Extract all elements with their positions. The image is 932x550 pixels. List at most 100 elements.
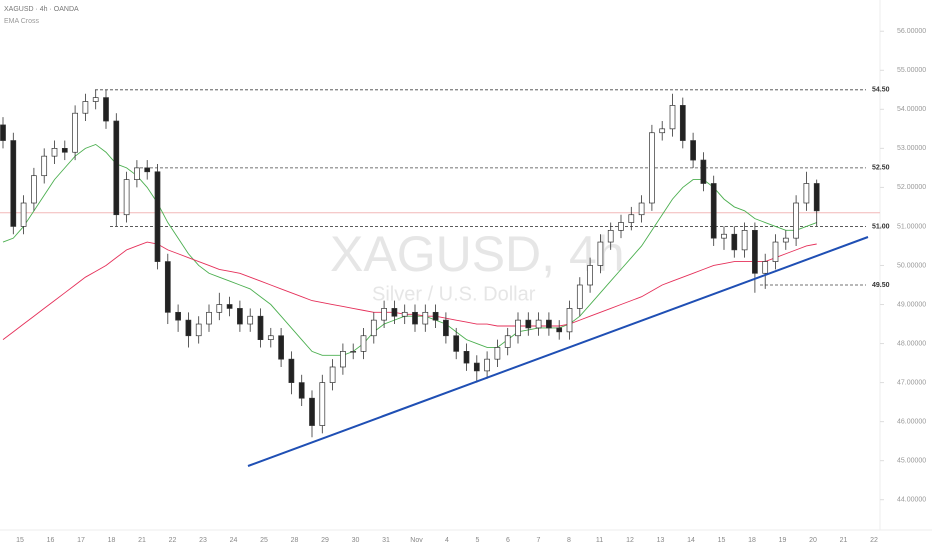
candle-body bbox=[31, 175, 37, 204]
x-tick-label: 6 bbox=[506, 537, 510, 544]
x-tick-label: 14 bbox=[687, 537, 695, 544]
candle-body bbox=[782, 237, 789, 243]
y-tick-label: 46.00000 bbox=[897, 418, 926, 425]
candle-body bbox=[813, 183, 820, 212]
candle-body bbox=[576, 284, 583, 309]
candle-body bbox=[206, 311, 212, 325]
y-tick-label: 51.00000 bbox=[897, 223, 926, 230]
candle-body bbox=[762, 261, 769, 274]
candle-body bbox=[144, 167, 151, 173]
candle-body bbox=[556, 327, 563, 333]
candle-body bbox=[546, 319, 552, 329]
candle-body bbox=[175, 311, 181, 321]
x-tick-label: 21 bbox=[840, 537, 848, 544]
candle-body bbox=[710, 183, 717, 239]
candle-body bbox=[195, 323, 202, 337]
candle-body bbox=[226, 304, 233, 309]
x-tick-label: 5 bbox=[476, 537, 480, 544]
candle-body bbox=[432, 311, 439, 321]
indicator-label: EMA Cross bbox=[4, 18, 40, 25]
candle-body bbox=[535, 319, 542, 329]
y-tick-label: 45.00000 bbox=[897, 458, 926, 465]
candle-body bbox=[566, 308, 573, 333]
x-tick-label: 19 bbox=[779, 537, 787, 544]
candle-body bbox=[41, 155, 48, 177]
candle-body bbox=[649, 132, 655, 204]
x-tick-label: 20 bbox=[809, 537, 817, 544]
candle-body bbox=[752, 229, 758, 274]
candle-body bbox=[803, 183, 810, 204]
candle-body bbox=[319, 382, 326, 426]
candle-body bbox=[154, 171, 161, 262]
x-tick-label: 18 bbox=[108, 537, 116, 544]
candle-body bbox=[401, 311, 408, 317]
ema-line bbox=[2, 241, 817, 341]
candle-body bbox=[772, 241, 779, 262]
candle-body bbox=[463, 351, 470, 364]
candle-body bbox=[412, 311, 418, 325]
candle-body bbox=[453, 335, 460, 352]
candle-body bbox=[267, 335, 274, 341]
candle-body bbox=[237, 308, 243, 325]
candle-body bbox=[597, 241, 604, 266]
candle-body bbox=[10, 140, 17, 227]
level-label: 52.50 bbox=[872, 165, 890, 172]
x-tick-label: 15 bbox=[16, 537, 24, 544]
candle-body bbox=[51, 148, 58, 157]
candle-body bbox=[309, 397, 315, 426]
x-tick-label: 22 bbox=[169, 537, 177, 544]
x-tick-label: 24 bbox=[230, 537, 238, 544]
y-tick-label: 47.00000 bbox=[897, 379, 926, 386]
x-tick-label: 25 bbox=[260, 537, 268, 544]
x-tick-label: 16 bbox=[47, 537, 55, 544]
candle-body bbox=[607, 229, 614, 243]
candle-body bbox=[690, 140, 696, 161]
candle-body bbox=[381, 308, 387, 321]
trendline bbox=[247, 236, 869, 467]
candle-body bbox=[329, 366, 336, 383]
level-label: 49.50 bbox=[872, 282, 890, 289]
candle-body bbox=[340, 351, 346, 368]
candle-body bbox=[700, 159, 707, 184]
x-tick-label: 29 bbox=[321, 537, 329, 544]
candle-body bbox=[185, 319, 192, 337]
candle-body bbox=[659, 128, 666, 134]
y-tick-label: 50.00000 bbox=[897, 262, 926, 269]
candle-body bbox=[793, 202, 799, 239]
watermark-title: XAGUSD, 4h bbox=[330, 226, 625, 282]
candle-body bbox=[473, 362, 480, 372]
symbol-label: XAGUSD · 4h · OANDA bbox=[4, 6, 79, 13]
candle-body bbox=[123, 179, 130, 216]
candle-body bbox=[82, 101, 89, 114]
candle-body bbox=[515, 319, 521, 337]
candle-body bbox=[288, 358, 295, 383]
candle-body bbox=[360, 335, 367, 352]
x-tick-label: 12 bbox=[626, 537, 634, 544]
candle-body bbox=[20, 202, 27, 227]
candle-body bbox=[618, 222, 624, 231]
x-tick-label: Nov bbox=[410, 537, 423, 544]
candle-body bbox=[494, 347, 501, 360]
watermark-subtitle: Silver / U.S. Dollar bbox=[372, 283, 536, 305]
y-tick-label: 54.00000 bbox=[897, 106, 926, 113]
x-tick-label: 31 bbox=[382, 537, 390, 544]
candle-body bbox=[103, 97, 109, 122]
level-label: 51.00 bbox=[872, 223, 890, 230]
x-tick-label: 21 bbox=[138, 537, 146, 544]
candle-body bbox=[298, 382, 305, 399]
candle-body bbox=[247, 315, 254, 325]
candle-body bbox=[669, 105, 676, 130]
x-tick-label: 15 bbox=[718, 537, 726, 544]
y-tick-label: 44.00000 bbox=[897, 497, 926, 504]
candle-body bbox=[370, 319, 377, 337]
x-tick-label: 30 bbox=[352, 537, 360, 544]
level-label: 54.50 bbox=[872, 87, 890, 94]
x-tick-label: 28 bbox=[291, 537, 299, 544]
candle-body bbox=[113, 120, 120, 216]
y-tick-label: 49.00000 bbox=[897, 301, 926, 308]
x-tick-label: 17 bbox=[77, 537, 85, 544]
y-tick-label: 56.00000 bbox=[897, 28, 926, 35]
x-tick-label: 13 bbox=[657, 537, 665, 544]
candle-body bbox=[216, 304, 223, 313]
candle-body bbox=[422, 311, 429, 325]
